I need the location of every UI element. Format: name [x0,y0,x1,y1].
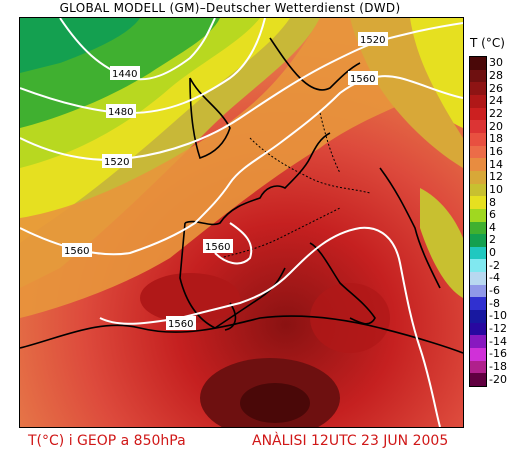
coastline-scandinavia [269,37,361,91]
color-legend [469,56,487,387]
variable-label: T(°C) i GEOP a 850hPa [28,433,186,449]
legend-tick-label: -10 [489,309,507,323]
legend-swatch [470,107,486,121]
legend-tick-label: -14 [489,334,507,348]
map-canvas: 1440 1480 1520 1520 1560 1560 1560 1560 [20,18,463,427]
legend-tick-label: 16 [489,144,503,158]
legend-tick-label: 22 [489,106,503,120]
legend-swatch [470,158,486,172]
contour-label-1560-west: 1560 [64,246,89,257]
coastline-britain [189,77,231,160]
legend-tick-label: -18 [489,360,507,374]
contour-1560-central [214,222,253,265]
legend-tick-label: 20 [489,119,503,133]
coastline-iberia [179,222,286,329]
contour-label-1560-central: 1560 [205,242,230,253]
legend-swatch [470,94,486,109]
legend-swatch [470,82,486,96]
legend-tick-label: 26 [489,81,503,95]
border-central [249,137,371,194]
contour-1560-north [20,75,463,256]
legend-swatch [470,348,486,362]
legend-tick-label: 24 [489,94,503,108]
contour-label-1560-south: 1560 [168,319,193,330]
legend-swatch [470,183,486,197]
legend-swatch [470,259,486,273]
contour-1480 [20,18,266,115]
legend-swatch [470,196,486,210]
legend-tick-label: -20 [489,372,507,386]
legend-tick-label: 28 [489,68,503,82]
legend-tick-label: 30 [489,56,503,70]
legend-tick-label: -2 [489,258,500,272]
legend-tick-label: -4 [489,271,500,285]
legend-tick-label: 2 [489,233,496,247]
coastline-france [184,132,331,226]
legend-swatch [470,221,486,235]
legend-tick-label: 4 [489,220,496,234]
analysis-time: ANÀLISI 12UTC 23 JUN 2005 [252,433,449,449]
borders [219,112,371,259]
temp-band-balkan [420,188,463,298]
legend-tick-label: 8 [489,195,496,209]
coastlines [20,37,463,354]
legend-swatch [470,322,486,336]
contour-label-1520-west: 1520 [104,157,129,168]
contour-label-1440: 1440 [112,69,137,80]
legend-tick-label: 0 [489,246,496,260]
legend-tick-label: 14 [489,157,503,171]
hot-core-max [240,383,310,423]
map-title: GLOBAL MODELL (GM)–Deutscher Wetterdiens… [59,1,401,15]
temp-band-ne-12 [350,18,463,168]
legend-swatch [470,69,486,83]
temperature-map: 1440 1480 1520 1520 1560 1560 1560 1560 [19,17,464,428]
legend-tick-label: 12 [489,170,503,184]
contour-label-1560-north: 1560 [350,74,375,85]
legend-swatch [470,57,486,71]
legend-swatch [470,297,486,311]
legend-tick-label: -16 [489,347,507,361]
legend-swatch [470,120,486,134]
contour-labels: 1440 1480 1520 1520 1560 1560 1560 1560 [62,32,388,330]
temp-band-14 [20,18,463,318]
legend-tick-label: 6 [489,208,496,222]
legend-swatch [470,335,486,349]
legend-swatch [470,170,486,185]
legend-swatch [470,208,486,222]
legend-swatch [470,234,486,248]
legend-swatch [470,272,486,286]
coastline-baleares [224,302,237,331]
legend-tick-label: 10 [489,182,503,196]
legend-tick-label: 18 [489,132,503,146]
contour-label-1480: 1480 [108,107,133,118]
legend-tick-label: -6 [489,284,500,298]
legend-title: T (°C) [470,36,505,50]
contour-1440 [59,18,216,81]
legend-swatch [470,284,486,298]
coastline-balkans [379,167,441,289]
legend-tick-label: -12 [489,322,507,336]
legend-swatch [470,145,486,159]
coastline-africa [20,315,463,354]
border-rhine [319,112,341,174]
legend-swatch [470,246,486,260]
legend-swatch [470,360,486,374]
legend-swatch [470,310,486,324]
legend-swatch [470,132,486,147]
contour-label-1520-ne: 1520 [360,35,385,46]
hot-core-iberia [140,273,240,323]
legend-tick-label: -8 [489,296,500,310]
legend-swatch [470,373,486,387]
